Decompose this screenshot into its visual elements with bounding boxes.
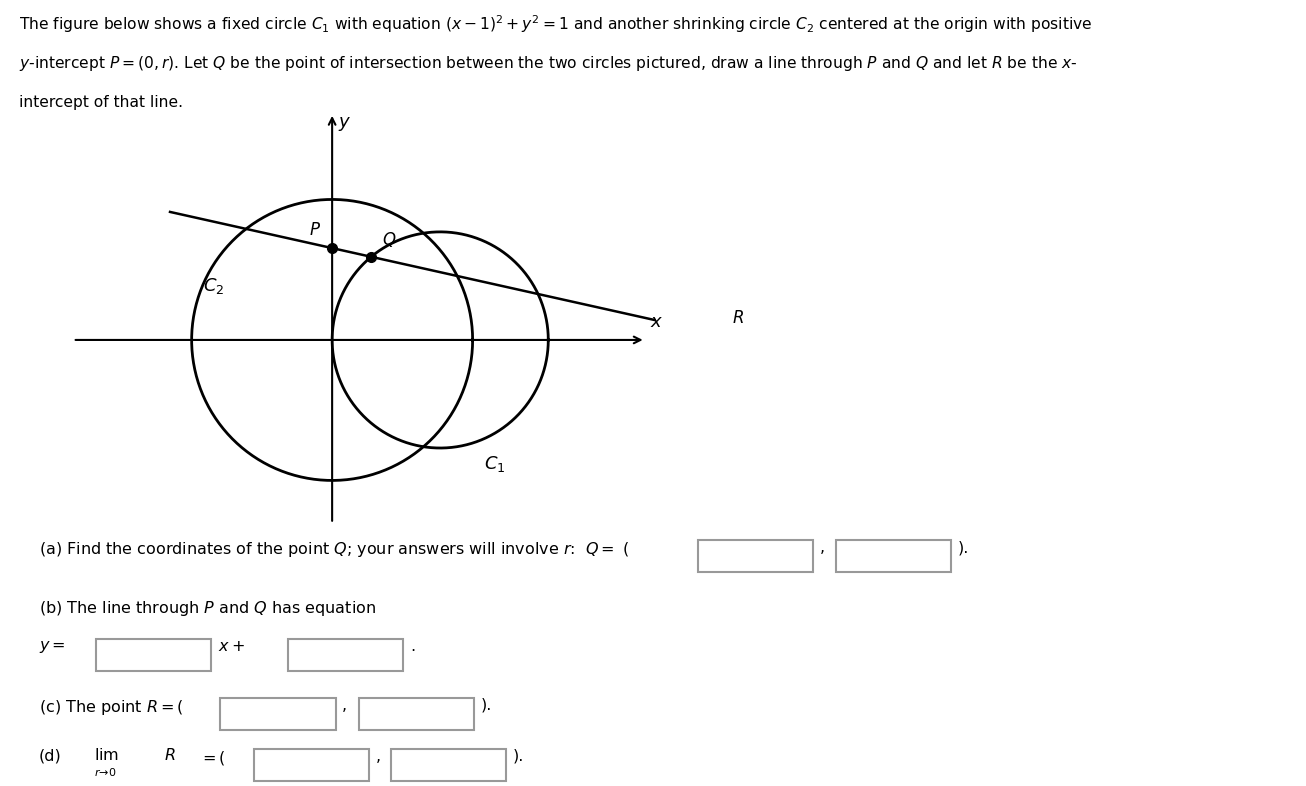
Text: The figure below shows a fixed circle $C_1$ with equation $(x - 1)^2 + y^2 = 1$ : The figure below shows a fixed circle $C…: [20, 13, 1093, 35]
Bar: [253, 748, 368, 780]
Text: R: R: [733, 309, 744, 327]
Text: ).: ).: [957, 540, 969, 555]
Text: ,: ,: [342, 698, 347, 713]
Text: (c) The point $R=$(: (c) The point $R=$(: [39, 698, 183, 717]
Text: x: x: [650, 314, 662, 331]
Text: (b) The line through $P$ and $Q$ has equation: (b) The line through $P$ and $Q$ has equ…: [39, 599, 376, 618]
Text: $\lim$: $\lim$: [94, 747, 119, 763]
Text: ).: ).: [512, 748, 524, 763]
Text: $y=$: $y=$: [39, 639, 65, 655]
Text: y: y: [338, 113, 349, 131]
Text: $= ($: $= ($: [199, 748, 225, 766]
Text: .: .: [410, 639, 415, 654]
Text: ).: ).: [481, 698, 491, 713]
Text: (d): (d): [39, 748, 61, 763]
Text: ,: ,: [819, 540, 824, 555]
Text: (a) Find the coordinates of the point $Q$; your answers will involve $r$:  $Q=$ : (a) Find the coordinates of the point $Q…: [39, 540, 629, 559]
Bar: [221, 698, 336, 730]
Text: $R$: $R$: [165, 747, 176, 763]
Text: $C_2$: $C_2$: [202, 276, 223, 296]
Bar: [359, 698, 474, 730]
Text: $C_1$: $C_1$: [483, 454, 505, 474]
Text: $x +$: $x +$: [218, 639, 244, 654]
Bar: [289, 639, 404, 671]
Bar: [836, 540, 951, 572]
Bar: [97, 639, 212, 671]
Text: Q: Q: [381, 231, 396, 249]
Text: P: P: [310, 222, 319, 240]
Bar: [390, 748, 505, 780]
Bar: [697, 540, 814, 572]
Text: ,: ,: [375, 748, 380, 763]
Text: $y$-intercept $P=(0,r)$. Let $Q$ be the point of intersection between the two ci: $y$-intercept $P=(0,r)$. Let $Q$ be the …: [20, 53, 1079, 73]
Text: intercept of that line.: intercept of that line.: [20, 94, 183, 110]
Text: $r\!\to\!0$: $r\!\to\!0$: [94, 766, 116, 778]
